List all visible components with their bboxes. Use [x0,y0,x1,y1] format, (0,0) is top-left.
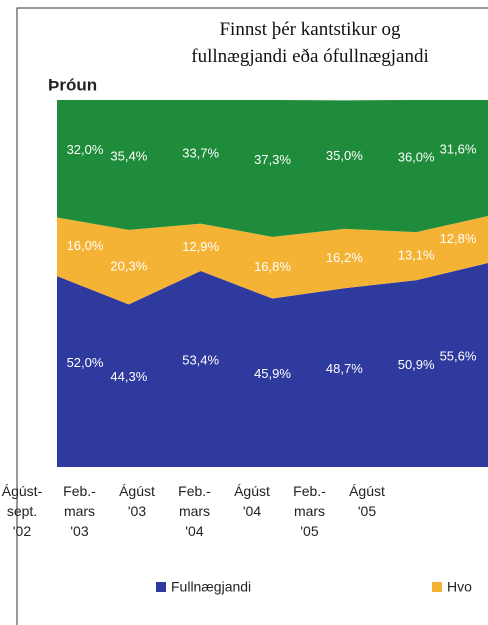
value-label: 32,0% [67,142,104,157]
value-label: 16,8% [254,259,291,274]
value-label: 45,9% [254,366,291,381]
value-label: 35,4% [110,148,147,163]
area [57,100,488,237]
x-tick-label: Ágúst '03 [119,483,155,519]
legend-label: Fullnægjandi [171,579,251,595]
value-label: 12,8% [440,231,477,246]
value-label: 44,3% [110,369,147,384]
value-label: 31,6% [440,141,477,156]
value-label: 53,4% [182,352,219,367]
x-tick-label: Ágúst '05 [349,483,385,519]
value-label: 50,9% [398,357,435,372]
value-label: 36,0% [398,149,435,164]
value-label: 16,0% [67,238,104,253]
value-label: 16,2% [326,250,363,265]
value-label: 35,0% [326,148,363,163]
chart-title: Finnst þér kantstikur og fullnægjandi eða… [191,19,428,67]
value-label: 48,7% [326,361,363,376]
value-label: 37,3% [254,152,291,167]
value-label: 55,6% [440,348,477,363]
legend-swatch [432,582,442,592]
legend-label: Hvo [447,579,472,595]
x-tick-label: Feb.-mars '04 [178,483,211,539]
value-label: 33,7% [182,145,219,160]
value-label: 20,3% [110,259,147,274]
x-tick-label: Feb.-mars '03 [63,483,96,539]
area [57,215,488,305]
x-tick-label: Ágúst-sept. '02 [2,483,43,539]
value-label: 52,0% [67,355,104,370]
area [57,262,488,467]
x-tick-label: Feb.-mars '05 [293,483,326,539]
x-tick-label: Ágúst '04 [234,483,270,519]
value-label: 13,1% [398,248,435,263]
legend-swatch [156,582,166,592]
value-label: 12,9% [182,239,219,254]
frame [16,7,488,625]
chart-subtitle: Þróun [48,75,97,94]
